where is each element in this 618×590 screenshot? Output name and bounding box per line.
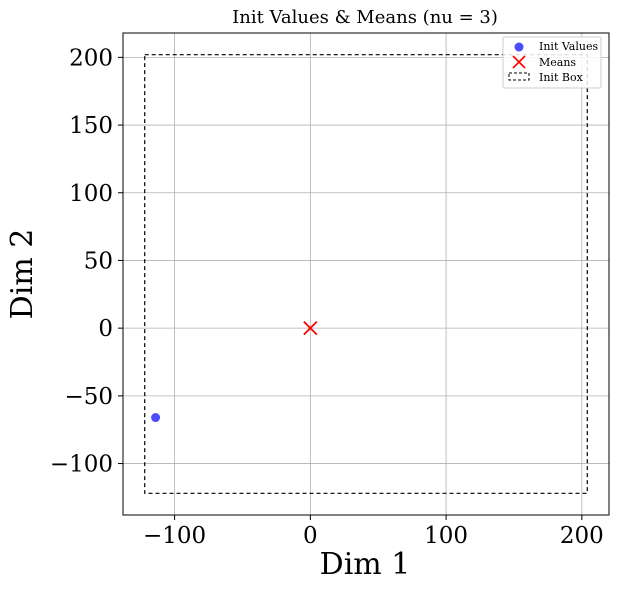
chart-title: Init Values & Means (nu = 3) xyxy=(232,7,498,28)
mean-point xyxy=(303,321,318,336)
legend-means-marker xyxy=(512,55,526,69)
legend: Init Values Means Init Box xyxy=(502,36,602,89)
x-tick-label: −100 xyxy=(143,523,206,549)
legend-init-box-marker xyxy=(508,72,530,81)
legend-init-values-marker xyxy=(514,42,524,52)
y-axis-ticks: −100 −50 0 50 100 150 200 xyxy=(50,45,123,478)
mean-point-stroke xyxy=(303,321,318,336)
legend-means-label: Means xyxy=(539,56,576,69)
legend-init-box-label: Init Box xyxy=(539,71,584,84)
y-tick-label: −50 xyxy=(64,384,113,410)
legend-init-values-label: Init Values xyxy=(539,40,598,53)
y-tick-label: −100 xyxy=(50,452,113,478)
x-axis-label: Dim 1 xyxy=(320,547,411,582)
init-box xyxy=(144,54,588,494)
y-tick-label: 100 xyxy=(69,181,113,207)
init-box-rect xyxy=(144,54,588,494)
data-points xyxy=(151,321,318,423)
x-tick-label: 0 xyxy=(303,523,318,549)
grid xyxy=(123,33,609,515)
y-tick-label: 0 xyxy=(98,316,113,342)
y-tick-label: 200 xyxy=(69,45,113,71)
y-axis-label: Dim 2 xyxy=(5,229,40,320)
init-value-point xyxy=(151,413,161,423)
y-tick-label: 150 xyxy=(69,113,113,139)
x-tick-label: 200 xyxy=(560,523,604,549)
plot-frame xyxy=(122,32,610,516)
x-axis-ticks: −100 0 100 200 xyxy=(143,515,604,549)
y-tick-label: 50 xyxy=(84,248,113,274)
legend-frame xyxy=(502,36,602,89)
x-tick-label: 100 xyxy=(424,523,468,549)
